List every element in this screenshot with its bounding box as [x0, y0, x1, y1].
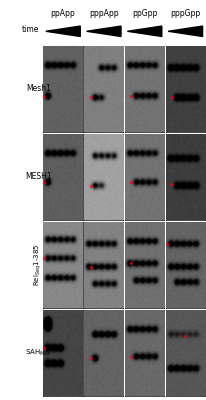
Text: MESH1: MESH1: [25, 172, 51, 182]
Text: SAH$_{Max}$: SAH$_{Max}$: [25, 348, 52, 358]
Text: pppGpp: pppGpp: [169, 9, 200, 18]
Text: pppApp: pppApp: [89, 9, 118, 18]
Text: ppGpp: ppGpp: [131, 9, 157, 18]
Text: Rel$_{Seq}$1-385: Rel$_{Seq}$1-385: [32, 244, 44, 286]
Text: time: time: [22, 25, 39, 34]
Text: Mesh1: Mesh1: [26, 84, 50, 93]
Text: ppApp: ppApp: [50, 9, 75, 18]
